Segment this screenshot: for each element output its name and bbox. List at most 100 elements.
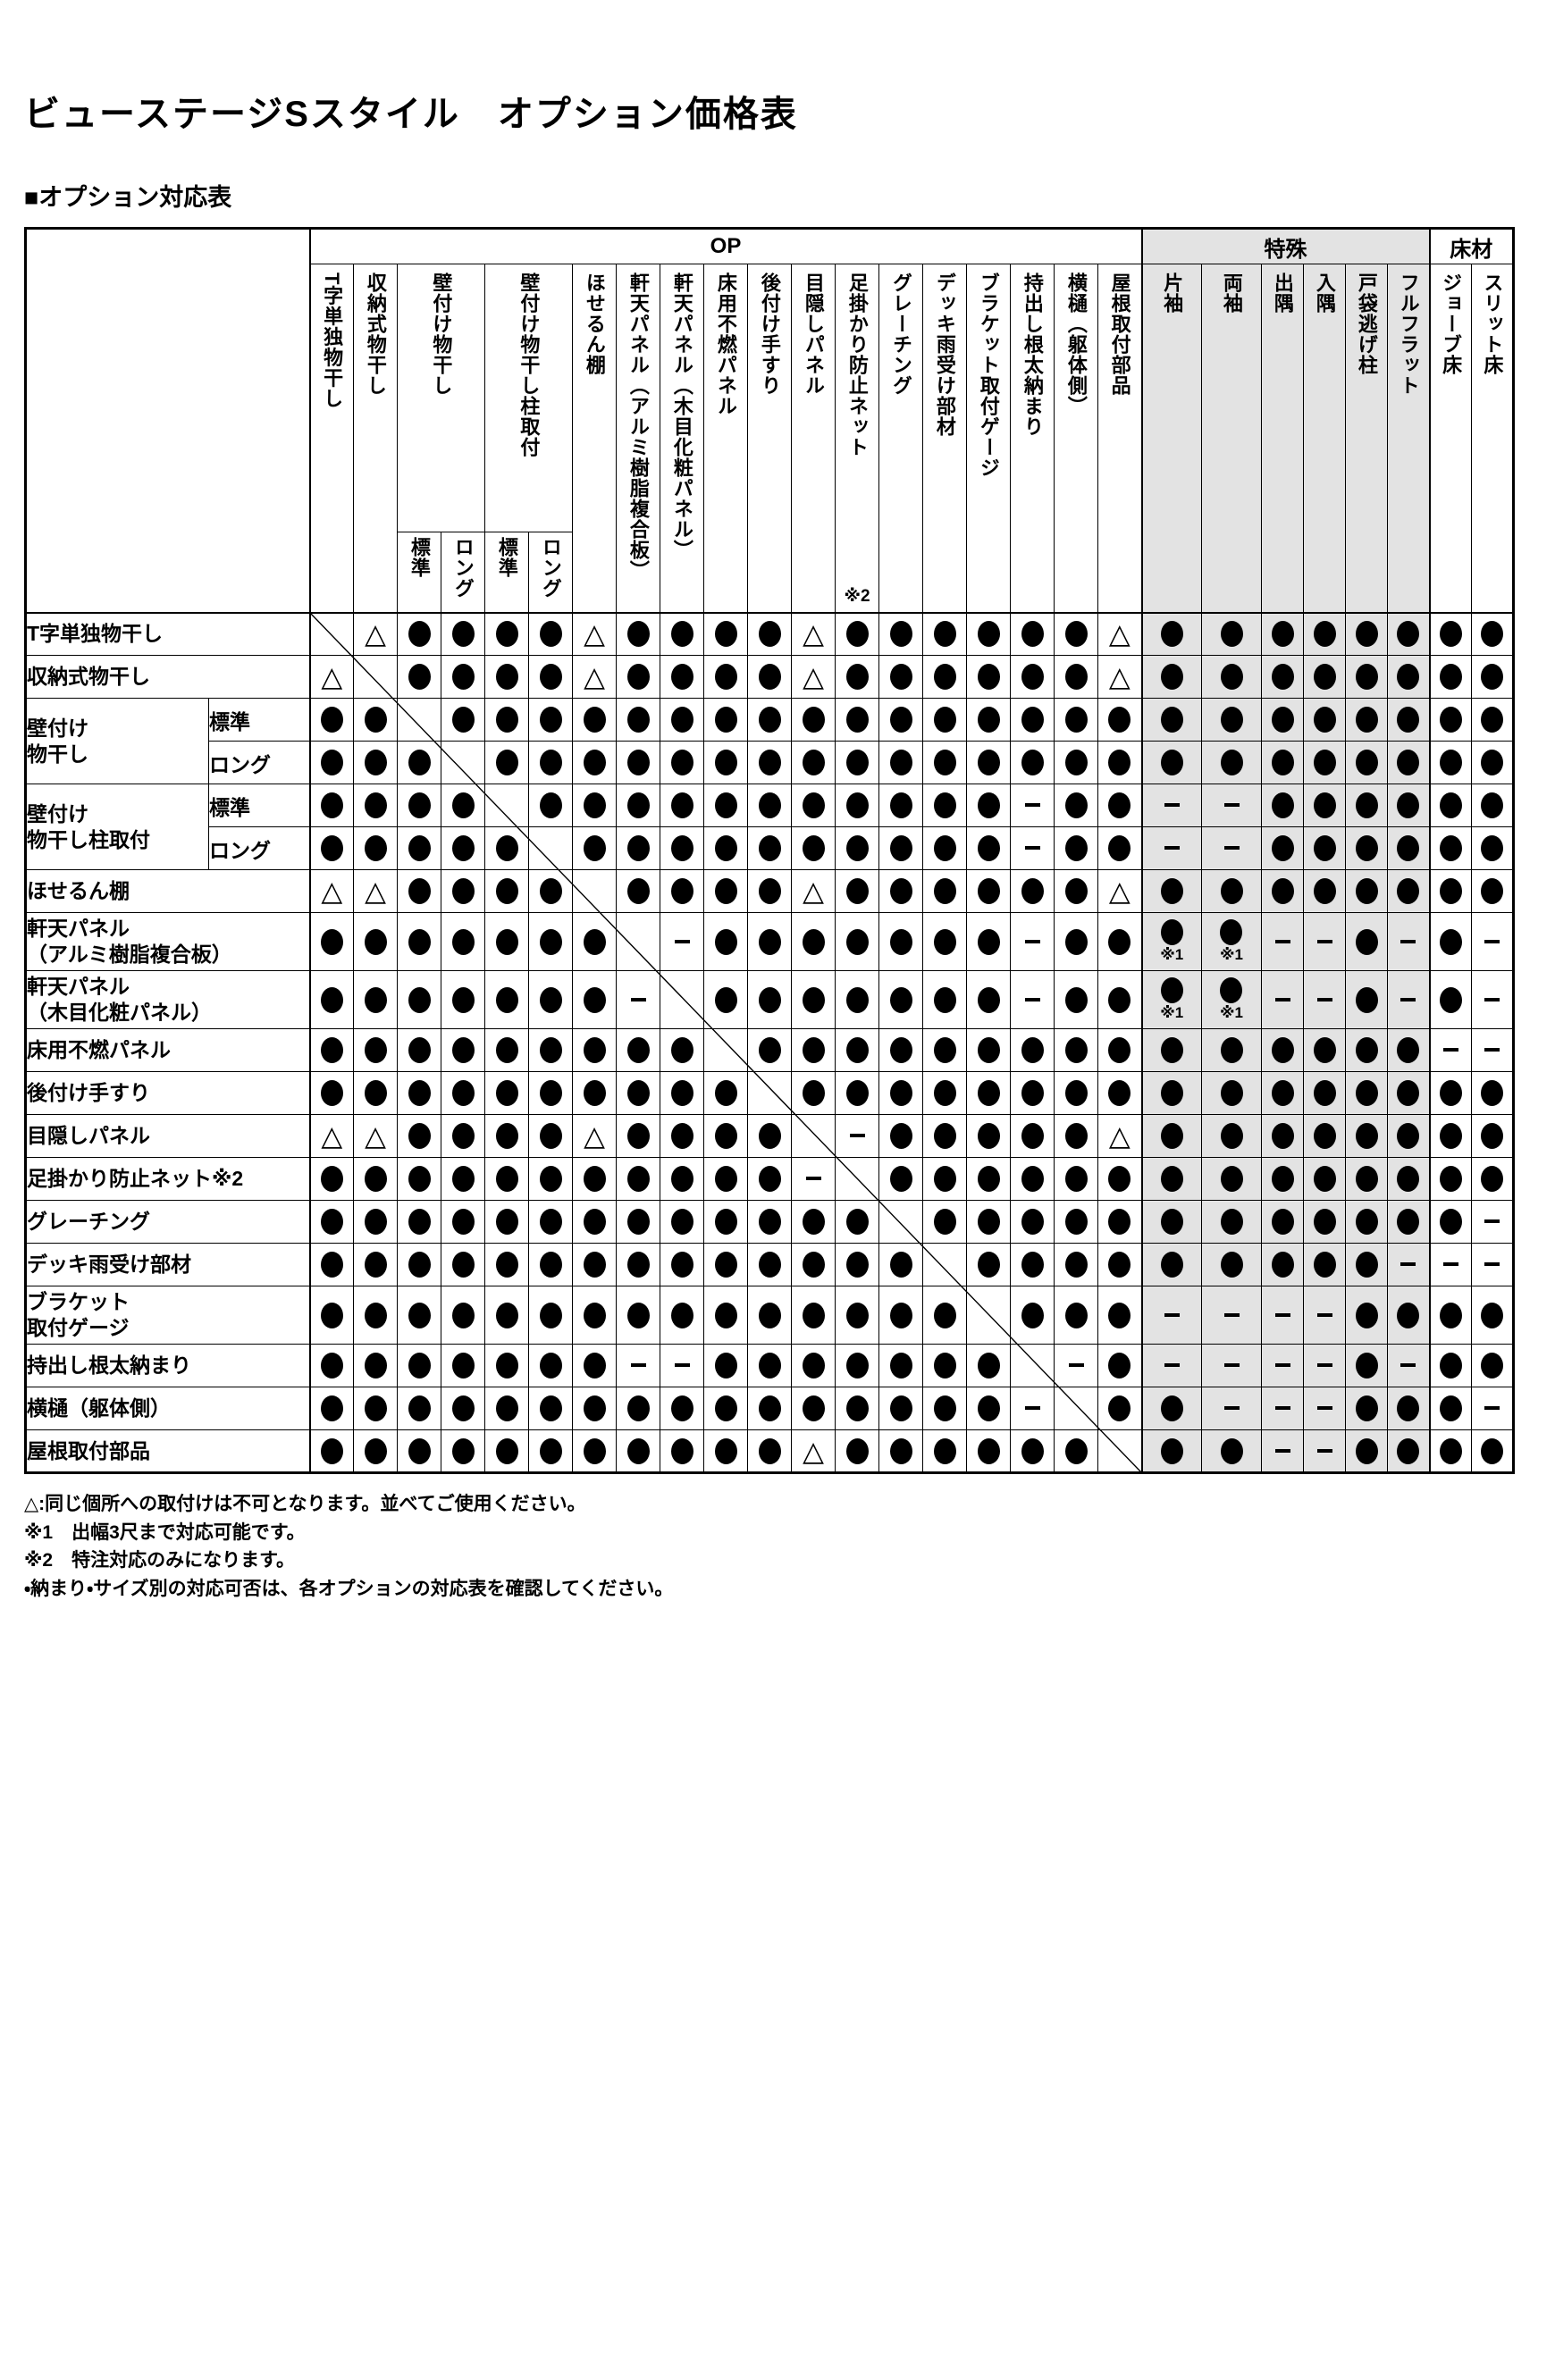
dot-icon <box>1021 878 1044 904</box>
cell-dot <box>309 970 354 1029</box>
cell-dot <box>1054 611 1098 656</box>
cell-dot <box>1345 826 1388 870</box>
cell-dot <box>528 611 573 656</box>
cell-dot <box>1141 698 1202 742</box>
cell-dash <box>1429 1028 1472 1072</box>
dot-icon <box>364 1302 387 1328</box>
dot-icon <box>889 664 912 690</box>
dot-icon <box>889 928 912 955</box>
cell-dot <box>616 611 660 656</box>
dash-icon <box>1484 1406 1500 1411</box>
dot-icon <box>495 750 518 775</box>
dot-icon <box>1397 1037 1420 1063</box>
cell-dot <box>1010 655 1055 699</box>
cell-dot <box>1010 1243 1055 1286</box>
cell-dash <box>1471 1028 1514 1072</box>
cell-dot <box>484 1200 529 1244</box>
cell-dot <box>703 784 748 827</box>
dot-icon <box>714 928 737 955</box>
cell-dot <box>835 1071 879 1115</box>
dot-icon <box>1439 1437 1462 1464</box>
dot-icon <box>889 835 912 861</box>
cell-dot <box>791 1286 836 1345</box>
cell-dot <box>966 1200 1011 1244</box>
dot-icon <box>845 1252 869 1278</box>
cell-dot <box>1141 1071 1202 1115</box>
dash-icon <box>1274 1448 1290 1453</box>
cell-dot <box>484 611 529 656</box>
dot-icon <box>539 1123 562 1149</box>
cell-dash <box>1141 784 1202 827</box>
dash-icon <box>1164 846 1180 851</box>
dot-icon <box>583 1353 606 1379</box>
cell-dot <box>1429 826 1472 870</box>
dot-icon <box>802 1302 825 1328</box>
dot-icon <box>1108 835 1131 861</box>
dot-icon <box>1108 707 1131 733</box>
cell-dot <box>1303 698 1346 742</box>
cell-dot <box>397 611 441 656</box>
dot-icon <box>933 1123 956 1149</box>
dot-icon <box>1220 1037 1243 1063</box>
dot-icon <box>714 1166 737 1192</box>
col-header: 横樋（躯体側） <box>1054 264 1098 613</box>
dot-icon <box>758 750 781 775</box>
dot-icon <box>1439 986 1462 1013</box>
cell-dot <box>397 1344 441 1387</box>
dot-icon <box>364 1437 387 1464</box>
dot-icon <box>495 707 518 733</box>
cell-dot <box>791 1387 836 1430</box>
cell-dot <box>309 1344 354 1387</box>
cell-dot <box>703 912 748 971</box>
note1-label: ※1 <box>1220 1004 1243 1022</box>
cell-dash <box>1387 970 1431 1029</box>
dot-icon <box>977 1353 1000 1379</box>
dot-icon <box>670 1166 693 1192</box>
cell-dot <box>1261 869 1304 913</box>
cell-dot <box>353 826 398 870</box>
cell-dot <box>1097 1344 1143 1387</box>
triangle-icon: △ <box>1108 1120 1131 1152</box>
sub-col-header: 標準 <box>484 532 529 613</box>
cell-empty <box>1010 1344 1055 1387</box>
triangle-icon: △ <box>365 876 386 907</box>
cell-dot <box>1471 784 1514 827</box>
cell-dot <box>1303 1114 1346 1158</box>
dot-icon <box>1355 707 1378 733</box>
cell-dot <box>1387 826 1431 870</box>
dot-icon <box>802 750 825 775</box>
dot-icon <box>1481 664 1503 690</box>
cell-dash <box>1387 912 1431 971</box>
dash-icon <box>849 1134 865 1138</box>
cell-dot <box>1345 1344 1388 1387</box>
cell-dash <box>616 1344 660 1387</box>
dot-icon <box>802 928 825 955</box>
dot-icon <box>845 928 869 955</box>
cell-dot <box>1201 1429 1262 1473</box>
cell-dot <box>1261 1028 1304 1072</box>
cell-dot <box>835 1200 879 1244</box>
triangle-icon: △ <box>803 1435 824 1467</box>
dot-icon <box>1313 1123 1336 1149</box>
cell-dot <box>922 1387 967 1430</box>
triangle-icon: △ <box>584 618 605 650</box>
cell-dot <box>966 1243 1011 1286</box>
dot-icon <box>320 750 343 775</box>
cell-dot <box>572 912 617 971</box>
cell-dot <box>309 784 354 827</box>
dash-icon <box>1400 1262 1416 1267</box>
dot-icon <box>1439 707 1462 733</box>
option-compatibility-table: OP 特殊 床材 T字単独物干し 収納式物干し 壁付け物干し 壁付け物干し柱取付 ほせるん棚軒… <box>24 227 1515 1474</box>
dot-icon <box>626 1209 650 1235</box>
dash-icon <box>1223 1406 1240 1411</box>
dot-icon <box>933 792 956 818</box>
dot-icon <box>1108 1395 1131 1421</box>
cell-dash <box>1471 1387 1514 1430</box>
dot-icon <box>320 835 343 861</box>
cell-triangle: △ <box>1097 655 1143 699</box>
cell-dot <box>1345 1071 1388 1115</box>
dot-icon <box>1313 1037 1336 1063</box>
dot-icon <box>626 1437 650 1464</box>
cell-empty <box>1054 1387 1098 1430</box>
cell-dot <box>835 970 879 1029</box>
